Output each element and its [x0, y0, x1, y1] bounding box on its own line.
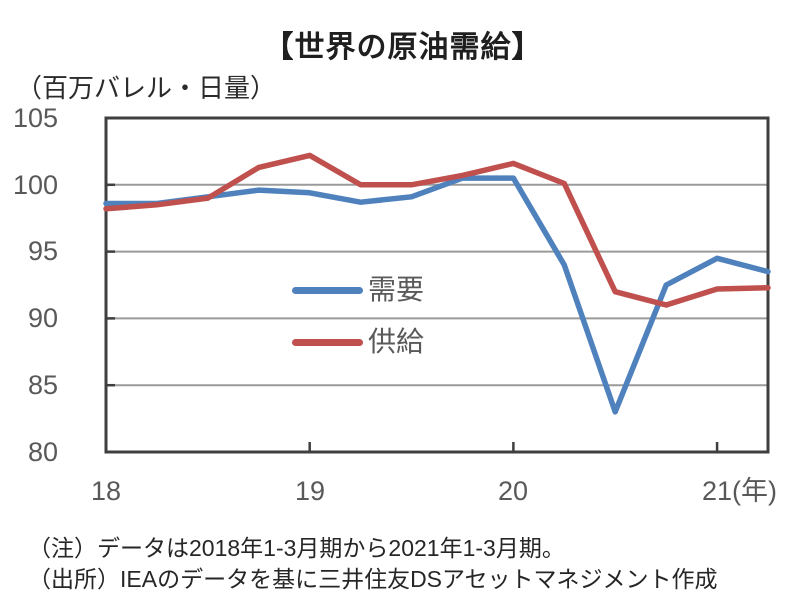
x-tick-label: 20 [497, 476, 529, 506]
y-tick-label: 100 [12, 170, 58, 200]
y-tick-label: 105 [12, 103, 58, 133]
supply-line [103, 152, 771, 308]
y-tick-label: 80 [27, 437, 58, 467]
y-tick-label: 95 [27, 236, 58, 266]
footnotes: （注）データは2018年1-3月期から2021年1-3月期。 （出所）IEAのデ… [28, 533, 718, 595]
supply-line-swatch [292, 338, 363, 346]
demand-line-swatch [292, 286, 363, 294]
x-tick-label: 19 [294, 476, 326, 506]
note-source: （出所）IEAのデータを基に三井住友DSアセットマネジメント作成 [28, 566, 718, 592]
chart-title: 【世界の原油需給】 [263, 31, 543, 64]
x-tick-label: 18 [90, 476, 122, 506]
demand-line [103, 175, 771, 415]
x-tick-label: 21(年) [702, 476, 778, 506]
legend-item-demand: 需要 [292, 273, 424, 307]
y-axis-unit-label: （百万バレル・日量） [16, 73, 277, 103]
y-tick-label: 90 [27, 303, 58, 333]
legend-item-supply: 供給 [292, 325, 424, 359]
legend-label-supply: 供給 [368, 326, 425, 357]
legend-label-demand: 需要 [368, 274, 425, 305]
y-tick-label: 85 [27, 370, 58, 400]
note-data-range: （注）データは2018年1-3月期から2021年1-3月期。 [28, 535, 565, 561]
